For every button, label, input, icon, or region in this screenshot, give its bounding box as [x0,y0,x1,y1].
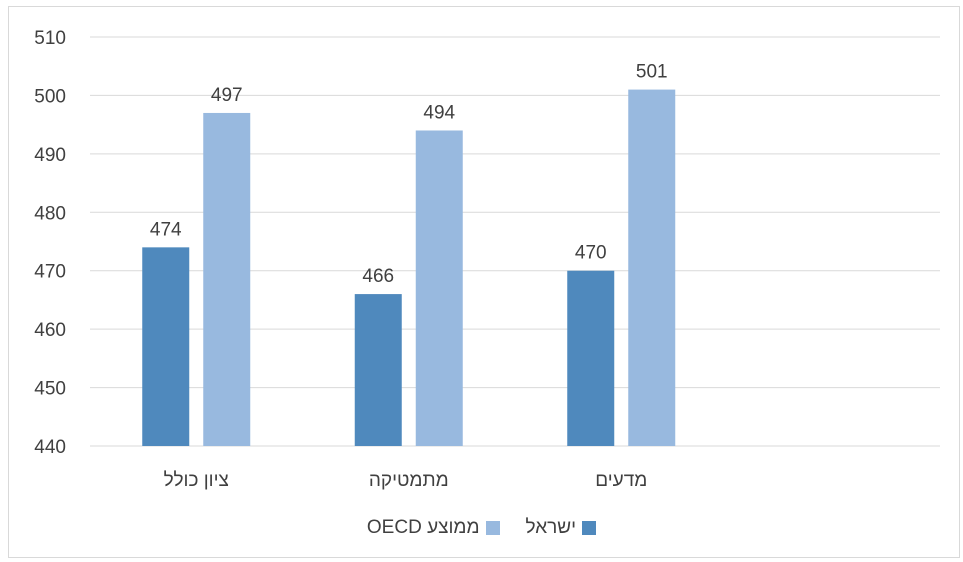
data-label: 494 [423,102,455,123]
bars [142,89,676,446]
y-tick-label: 480 [34,203,66,224]
bar-oecd-1 [415,130,463,446]
data-label: 497 [211,85,243,106]
x-tick-label: מתמטיקה [369,470,449,491]
y-tick-label: 460 [34,320,66,341]
x-tick-label: מדעים [595,470,647,491]
data-label: 470 [575,243,607,264]
y-tick-label: 500 [34,86,66,107]
legend-label: ישראל [525,517,577,538]
bar-israel-1 [354,294,402,446]
bar-oecd-2 [628,89,676,446]
y-tick-label: 470 [34,262,66,283]
y-tick-label: 440 [34,437,66,458]
bar-israel-2 [567,270,615,446]
legend-item-israel: ישראל [526,517,597,539]
data-label: 501 [636,62,668,83]
legend-swatch [485,521,500,535]
x-axis-tick-labels: ציון כולל מתמטיקה מדעים [164,470,648,491]
y-tick-label: 510 [34,28,66,49]
x-tick-label: ציון כולל [164,470,229,491]
y-axis-tick-labels: 440 450 460 470 480 490 500 510 [34,28,66,458]
bar-oecd-0 [203,112,251,446]
legend: ישראל ממוצע OECD [0,516,963,540]
data-labels: 474 497 466 494 470 501 [150,62,668,288]
data-label: 474 [150,219,182,240]
data-label: 466 [362,266,394,287]
legend-label: ממוצע OECD [366,517,480,538]
y-tick-label: 490 [34,145,66,166]
legend-item-oecd: ממוצע OECD [367,517,500,539]
bar-israel-0 [142,247,190,446]
legend-swatch [582,521,597,535]
y-tick-label: 450 [34,379,66,400]
